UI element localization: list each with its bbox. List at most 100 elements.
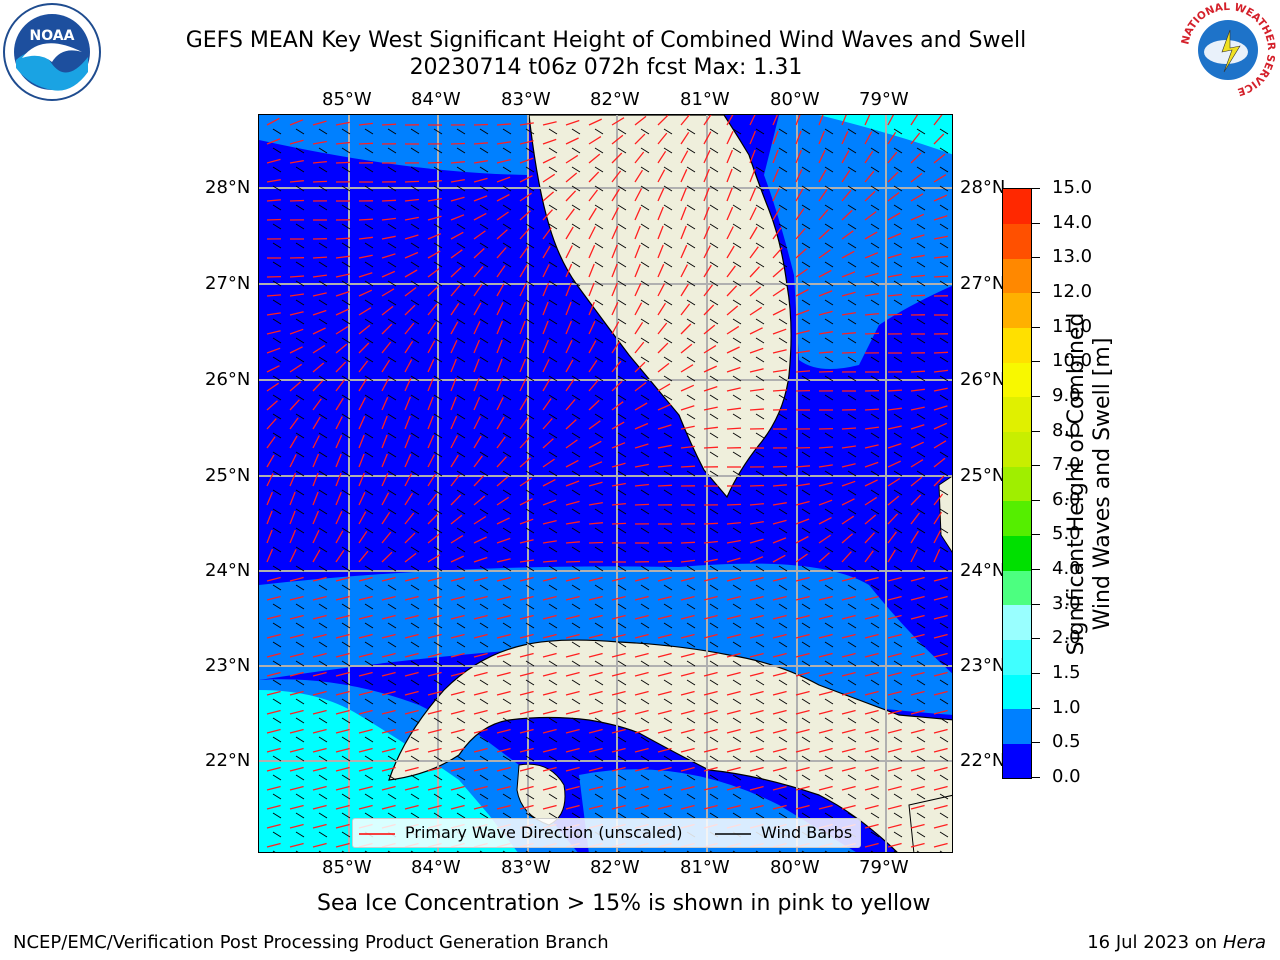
wind-barb [824, 451, 834, 458]
lon-bottom-80: 80°W [770, 857, 820, 878]
wind-barb [433, 128, 443, 135]
wind-barb [870, 793, 880, 800]
wind-barb [617, 774, 627, 781]
wave-arrow [864, 532, 875, 544]
wind-barb [456, 774, 466, 781]
wind-barb [410, 698, 420, 705]
wind-barb [571, 660, 581, 667]
wind-barb [824, 660, 834, 667]
wind-barb [893, 147, 903, 154]
wind-barb [272, 242, 282, 249]
wind-barb [295, 774, 305, 781]
wave-arrow [703, 225, 711, 240]
wave-arrow [749, 556, 764, 563]
wave-arrow [749, 306, 763, 316]
wind-barb [479, 489, 489, 496]
wind-barb [617, 508, 627, 515]
wind-barb [709, 337, 719, 344]
wind-barb [410, 774, 420, 781]
wind-barb [778, 584, 788, 591]
wind-barb [640, 413, 650, 420]
wave-arrow [933, 369, 948, 373]
wave-arrow [818, 671, 833, 677]
wave-arrow [450, 321, 459, 335]
wind-barb [318, 546, 328, 553]
wave-arrow [588, 652, 603, 658]
wave-arrow [887, 477, 901, 487]
wind-barb [709, 128, 719, 135]
footer-date-text: 16 Jul 2023 on [1087, 932, 1223, 953]
wave-arrow [887, 115, 895, 126]
wind-barb [272, 223, 282, 230]
wind-barb [732, 546, 742, 553]
wave-arrow [565, 340, 573, 354]
wind-barb [617, 318, 627, 325]
wave-arrow [404, 532, 416, 544]
wind-barb [755, 736, 765, 743]
wind-barb [525, 356, 535, 363]
wave-arrow [680, 264, 688, 278]
colorbar-tick-mark [1032, 430, 1040, 432]
wave-arrow [818, 208, 829, 221]
wind-barb [686, 698, 696, 705]
wave-arrow [358, 453, 365, 468]
wind-barb [663, 147, 673, 154]
wave-arrow [680, 384, 695, 392]
wave-arrow [634, 361, 646, 373]
wind-barb [525, 774, 535, 781]
wind-barb [686, 546, 696, 553]
wind-barb [502, 489, 512, 496]
colorbar-tick-label: 15.0 [1052, 177, 1093, 198]
lon-top-84: 84°W [411, 89, 461, 110]
wind-barb [456, 489, 466, 496]
wave-arrow [588, 541, 604, 544]
wind-barb [916, 736, 926, 743]
wind-barb [433, 185, 443, 192]
wind-barb [640, 774, 650, 781]
wind-barb [893, 166, 903, 173]
wind-barb [801, 717, 811, 724]
wind-barb [617, 584, 627, 591]
wave-arrow [749, 484, 765, 487]
wind-barb [640, 185, 650, 192]
wind-barb [893, 242, 903, 249]
wave-arrow [588, 747, 603, 753]
wave-arrow [519, 576, 534, 582]
wave-arrow [588, 189, 599, 202]
wind-barb [502, 147, 512, 154]
colorbar-segment [1003, 258, 1031, 294]
colorbar-tick-label: 0.5 [1052, 731, 1081, 753]
wave-arrow [772, 484, 787, 487]
wind-barb [640, 584, 650, 591]
wind-barb [295, 337, 305, 344]
wave-arrow [289, 823, 304, 829]
wave-arrow [818, 310, 833, 316]
wind-barb [341, 603, 351, 610]
wind-barb [732, 736, 742, 743]
wind-barb [870, 185, 880, 192]
wind-barb [433, 451, 443, 458]
wind-barb [801, 736, 811, 743]
wind-barb [663, 128, 673, 135]
wind-barb [870, 508, 880, 515]
wave-arrow [427, 197, 442, 202]
wind-barb [709, 641, 719, 648]
wave-arrow [266, 766, 281, 772]
wind-barb [387, 546, 397, 553]
wind-barb [571, 223, 581, 230]
wave-arrow [841, 291, 856, 297]
wind-barb [870, 527, 880, 534]
wave-arrow [496, 476, 509, 487]
colorbar-tick-mark [1032, 395, 1040, 397]
wave-arrow [588, 301, 595, 316]
wave-arrow [565, 137, 579, 145]
wind-barb [341, 831, 351, 838]
wind-barb [663, 755, 673, 762]
wind-barb [410, 432, 420, 439]
wave-arrow [404, 304, 416, 316]
wave-arrow [496, 766, 511, 772]
wave-arrow [933, 804, 948, 810]
wind-barb [571, 489, 581, 496]
wave-arrow [772, 207, 781, 221]
wind-barb [755, 565, 765, 572]
